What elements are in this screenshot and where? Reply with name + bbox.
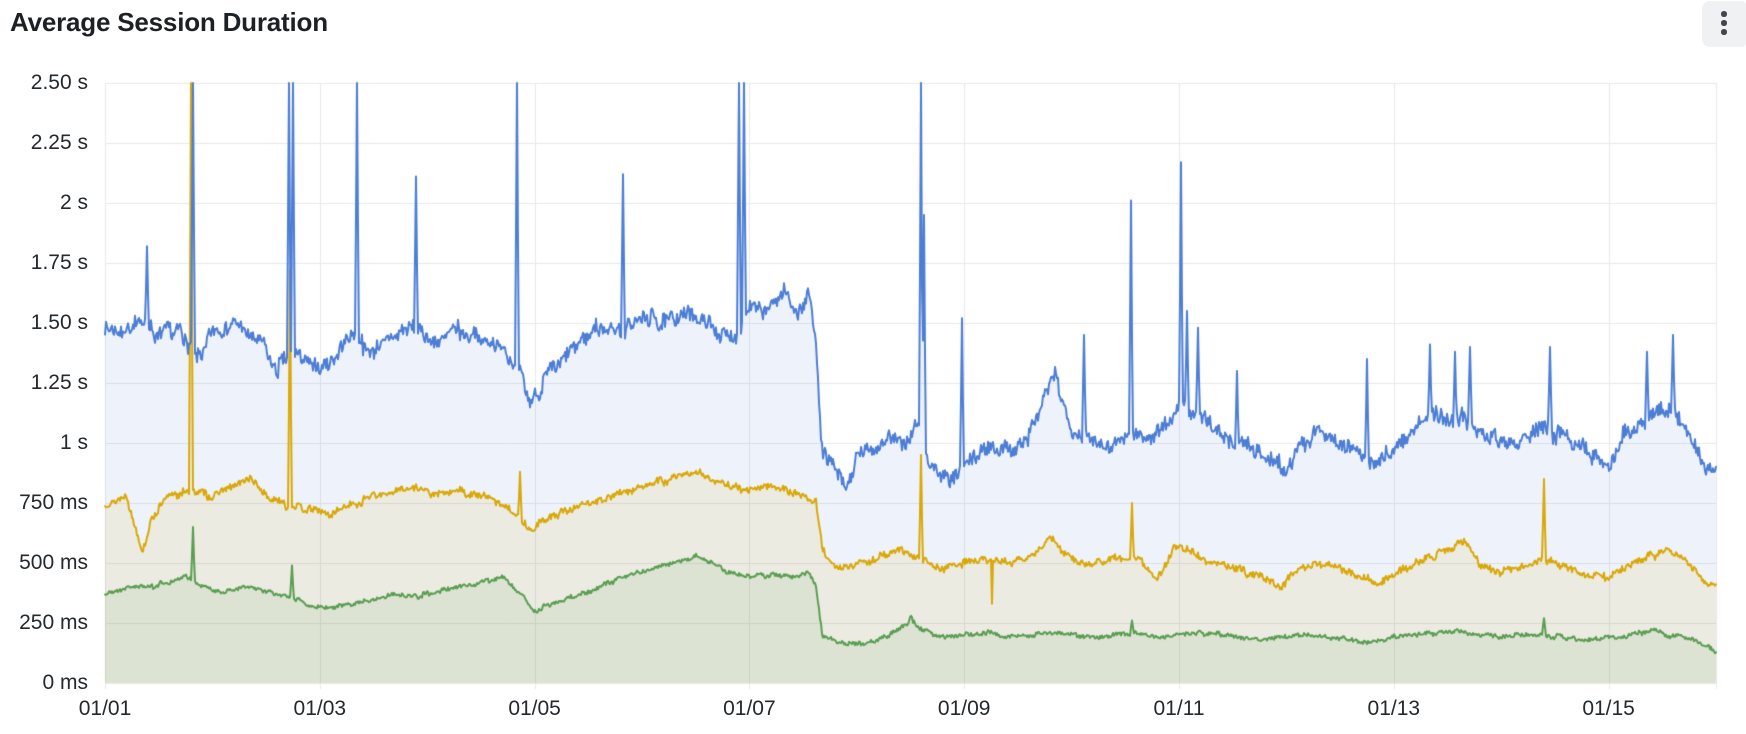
y-tick-label: 250 ms (19, 611, 88, 634)
x-tick-label: 01/03 (293, 697, 347, 720)
y-tick-label: 1.25 s (30, 371, 88, 394)
y-tick-label: 1.75 s (30, 251, 88, 274)
x-tick-label: 01/07 (723, 697, 776, 720)
x-tick-label: 01/05 (508, 697, 561, 720)
x-tick-label: 01/09 (937, 697, 991, 720)
y-tick-label: 1.50 s (30, 311, 88, 334)
y-tick-label: 500 ms (19, 551, 88, 574)
y-tick-label: 750 ms (19, 491, 88, 514)
x-tick-label: 01/13 (1367, 697, 1421, 720)
y-tick-label: 1 s (59, 431, 88, 454)
x-tick-label: 01/15 (1582, 697, 1635, 720)
x-tick-label: 01/11 (1153, 697, 1205, 720)
y-tick-label: 2.50 s (30, 71, 88, 94)
x-tick-label: 01/01 (78, 697, 132, 720)
y-tick-label: 2 s (59, 191, 88, 214)
y-tick-label: 0 ms (42, 671, 88, 694)
y-tick-label: 2.25 s (30, 131, 88, 154)
